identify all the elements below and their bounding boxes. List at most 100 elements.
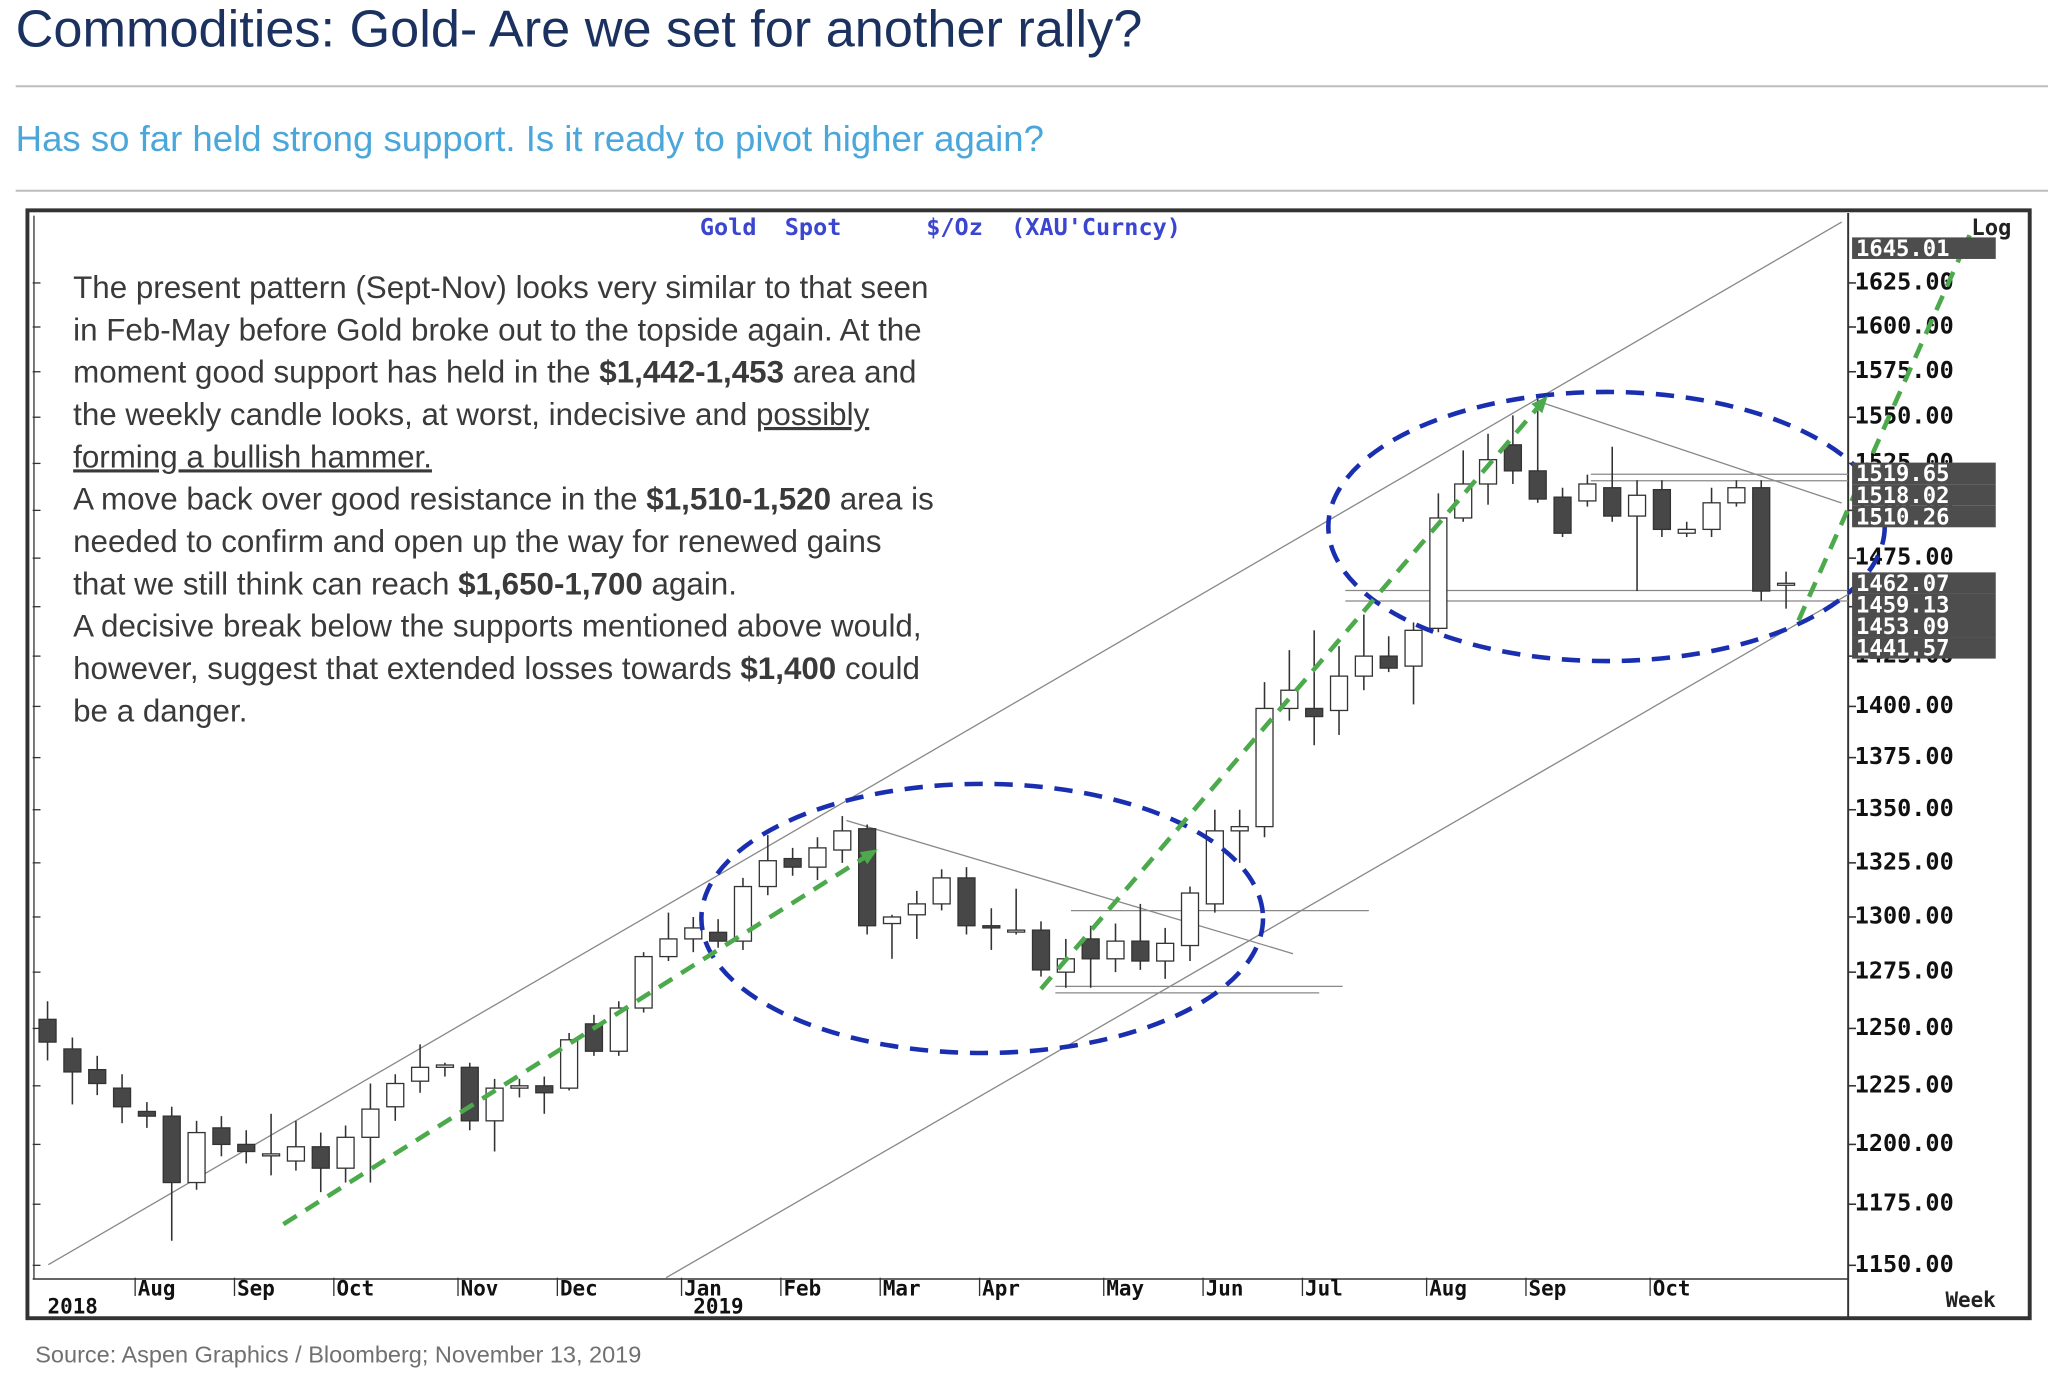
candle-body bbox=[386, 1082, 405, 1108]
price-tag-label: 1645.01 bbox=[1856, 236, 1950, 262]
candle-body bbox=[684, 927, 703, 940]
candle-body bbox=[659, 938, 678, 958]
candle-body bbox=[559, 1039, 579, 1089]
candle-body bbox=[535, 1085, 554, 1094]
x-tick-label: Jul bbox=[1305, 1276, 1343, 1300]
candle-body bbox=[1528, 470, 1547, 500]
annotation-text: The present pattern (Sept-Nov) looks ver… bbox=[73, 270, 934, 728]
x-tick-label: Jun bbox=[1206, 1276, 1244, 1300]
annotation-run: possibly bbox=[756, 397, 870, 432]
candle-body bbox=[1404, 629, 1423, 667]
candle-body bbox=[112, 1087, 132, 1108]
candle-body bbox=[1627, 494, 1647, 517]
annotation-run: $1,650-1,700 bbox=[458, 567, 643, 602]
annotation-run: in Feb-May before Gold broke out to the … bbox=[73, 313, 921, 348]
candle-body bbox=[1255, 707, 1274, 828]
scale-label: Log bbox=[1971, 215, 2011, 241]
annotation-run: be a danger. bbox=[73, 694, 247, 729]
candle-body bbox=[1205, 830, 1224, 905]
candle-body bbox=[1677, 528, 1696, 534]
price-tag bbox=[1852, 572, 1996, 594]
y-tick-label: 1550.00 bbox=[1855, 402, 1954, 430]
x-tick-label: May bbox=[1106, 1276, 1144, 1300]
slide-subtitle: Has so far held strong support. Is it re… bbox=[16, 118, 1044, 159]
candle-body bbox=[311, 1146, 330, 1169]
x-tick-label: Nov bbox=[461, 1276, 499, 1300]
annotation-run: that we still think can reach bbox=[73, 567, 458, 602]
candle-body bbox=[286, 1146, 306, 1162]
candle-body bbox=[485, 1087, 504, 1122]
candle-body bbox=[708, 931, 728, 942]
price-tag-label: 1462.07 bbox=[1856, 571, 1950, 597]
price-tag-label: 1519.65 bbox=[1856, 461, 1950, 487]
x-tick-label: Dec bbox=[560, 1276, 598, 1300]
candle-body bbox=[808, 847, 827, 868]
candle-body bbox=[609, 1007, 628, 1052]
price-tag bbox=[1852, 484, 1996, 506]
y-tick-label: 1300.00 bbox=[1855, 901, 1954, 929]
candle-body bbox=[435, 1064, 455, 1068]
price-tag-label: 1453.09 bbox=[1856, 614, 1950, 640]
period-label: Week bbox=[1945, 1288, 1996, 1312]
candle-body bbox=[1329, 675, 1349, 712]
annotation-run: the weekly candle looks, at worst, indec… bbox=[73, 397, 756, 432]
candle-body bbox=[1106, 940, 1125, 960]
trend-arrow bbox=[282, 847, 879, 1227]
candle-body bbox=[1702, 502, 1721, 531]
year-label: 2019 bbox=[693, 1295, 743, 1319]
price-tag bbox=[1852, 505, 1996, 528]
annotation: The present pattern (Sept-Nov) looks ver… bbox=[73, 270, 934, 728]
candle-body bbox=[1603, 487, 1622, 517]
source-note: Source: Aspen Graphics / Bloomberg; Nove… bbox=[35, 1341, 641, 1367]
y-tick-label: 1625.00 bbox=[1855, 267, 1954, 295]
annotation-run: needed to confirm and open up the way fo… bbox=[73, 524, 881, 559]
trend-arrow bbox=[1796, 234, 1972, 622]
candle-body bbox=[1007, 929, 1026, 933]
candle-body bbox=[882, 916, 902, 925]
annotation-run: moment good support has held in the bbox=[73, 355, 599, 390]
candle-body bbox=[907, 903, 926, 916]
annotation-run: however, suggest that extended losses to… bbox=[73, 651, 740, 686]
annotation-run: The present pattern (Sept-Nov) looks ver… bbox=[73, 270, 928, 305]
candle-body bbox=[1652, 488, 1672, 531]
annotation-run: A move back over good resistance in the bbox=[73, 482, 646, 517]
candle-body bbox=[162, 1115, 181, 1184]
y-tick-label: 1600.00 bbox=[1855, 312, 1954, 340]
x-tick-label: Sep bbox=[1529, 1276, 1567, 1300]
price-tag bbox=[1852, 462, 1996, 485]
candle-body bbox=[410, 1066, 430, 1082]
channel-line bbox=[665, 593, 1849, 1279]
candle-body bbox=[336, 1136, 355, 1169]
candle-body bbox=[261, 1153, 281, 1157]
arrow-head bbox=[1531, 395, 1548, 414]
annotation-run: forming a bullish hammer. bbox=[73, 440, 432, 475]
candle-body bbox=[1031, 929, 1051, 971]
y-tick-label: 1175.00 bbox=[1855, 1189, 1954, 1217]
price-tag-label: 1510.26 bbox=[1856, 504, 1950, 530]
candle-body bbox=[1553, 496, 1572, 534]
candle-body bbox=[63, 1048, 82, 1073]
y-tick-label: 1200.00 bbox=[1855, 1129, 1954, 1157]
candle-body bbox=[584, 1023, 604, 1052]
candle-body bbox=[361, 1108, 380, 1138]
candle-body bbox=[1727, 487, 1746, 504]
candle-body bbox=[1478, 459, 1498, 485]
chart-frame bbox=[25, 208, 2032, 1321]
x-tick-label: Oct bbox=[336, 1276, 374, 1300]
y-tick-label: 1375.00 bbox=[1855, 742, 1954, 770]
price-tag-label: 1441.57 bbox=[1856, 636, 1950, 662]
x-tick-label: Mar bbox=[883, 1276, 921, 1300]
price-tag-label: 1459.13 bbox=[1856, 593, 1950, 619]
trend-line bbox=[1541, 401, 1842, 504]
candle-body bbox=[1354, 655, 1374, 677]
x-tick-label: Jan bbox=[684, 1276, 722, 1300]
y-tick-label: 1275.00 bbox=[1855, 957, 1954, 985]
candle-body bbox=[833, 830, 852, 851]
slide-title: Commodities: Gold- Are we set for anothe… bbox=[16, 0, 1143, 58]
price-tag bbox=[1852, 615, 1996, 638]
y-tick-label: 1225.00 bbox=[1855, 1070, 1954, 1098]
annotation-run: again. bbox=[643, 567, 737, 602]
annotation-run: area and bbox=[784, 355, 916, 390]
x-tick-label: Sep bbox=[237, 1276, 275, 1300]
